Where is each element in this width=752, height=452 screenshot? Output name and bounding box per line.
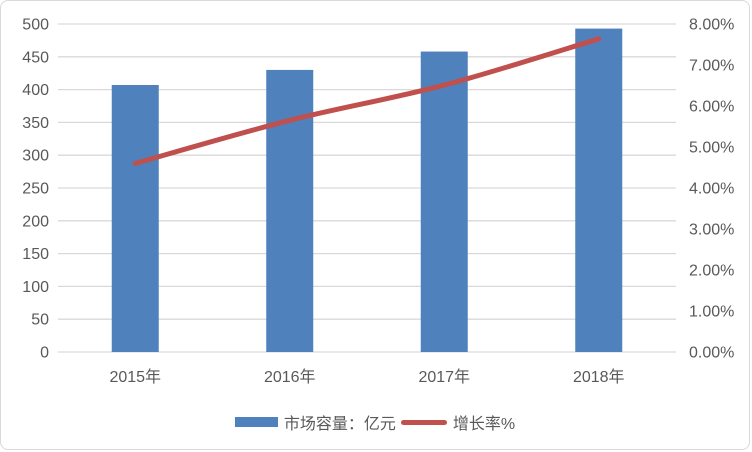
- right-axis-tick-label: 8.00%: [689, 17, 734, 34]
- left-axis-tick-label: 350: [22, 115, 49, 132]
- left-axis-tick-label: 400: [22, 82, 49, 99]
- bar-series-swatch: [234, 417, 278, 427]
- right-axis-tick-label: 7.00%: [689, 58, 734, 75]
- bar-2018年: [575, 28, 623, 352]
- x-axis-label-2017年: 2017年: [418, 368, 470, 386]
- bar-2015年: [111, 85, 159, 353]
- right-axis-tick-label: 5.00%: [689, 140, 734, 157]
- legend-item-growth-rate: 增长率%: [400, 410, 516, 434]
- left-axis-tick-label: 500: [22, 17, 49, 34]
- bar-2017年: [420, 51, 468, 352]
- right-axis-tick-label: 6.00%: [689, 99, 734, 116]
- right-axis-tick-label: 4.00%: [689, 181, 734, 198]
- left-axis-tick-label: 250: [22, 181, 49, 198]
- right-axis-tick-label: 3.00%: [689, 222, 734, 239]
- legend-item-market-capacity: 市场容量：亿元: [234, 410, 396, 434]
- bar-2016年: [266, 69, 314, 353]
- right-axis-tick-label: 1.00%: [689, 304, 734, 321]
- line-series-label: 增长率%: [452, 416, 516, 433]
- growth-rate-line: [132, 36, 602, 166]
- left-axis-tick-label: 150: [22, 246, 49, 263]
- left-axis-tick-label: 100: [22, 279, 49, 296]
- x-axis-label-2016年: 2016年: [264, 368, 316, 386]
- left-axis-tick-label: 200: [22, 213, 49, 230]
- chart-legend: 市场容量：亿元 增长率%: [1, 407, 749, 437]
- left-axis-tick-label: 0: [40, 345, 49, 362]
- line-series-swatch: [400, 419, 447, 425]
- left-axis-tick-label: 50: [31, 312, 49, 329]
- bar-series-label: 市场容量：亿元: [283, 416, 396, 433]
- left-axis-tick-label: 300: [22, 148, 49, 165]
- x-axis-label-2015年: 2015年: [109, 368, 161, 386]
- right-axis-tick-label: 2.00%: [689, 263, 734, 280]
- right-axis-tick-label: 0.00%: [689, 345, 734, 362]
- x-axis-label-2018年: 2018年: [573, 368, 625, 386]
- left-axis-tick-label: 450: [22, 49, 49, 66]
